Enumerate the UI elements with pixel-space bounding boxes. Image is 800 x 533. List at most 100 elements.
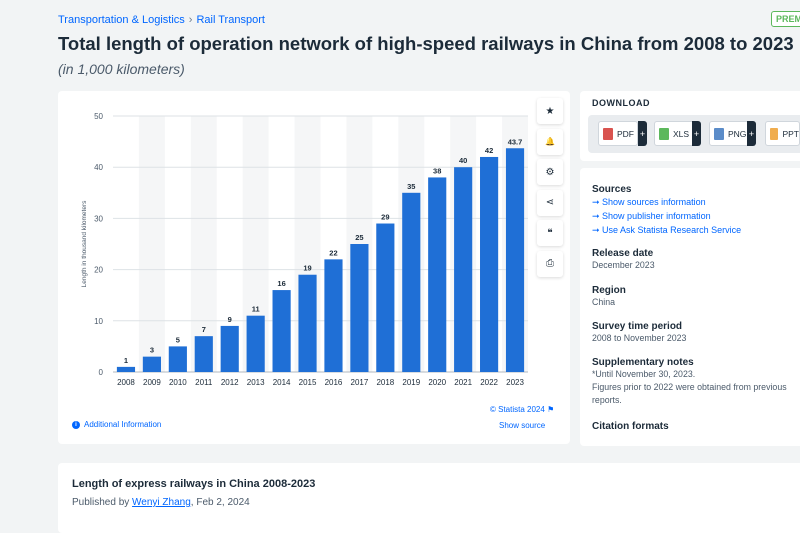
download-title: DOWNLOAD bbox=[592, 98, 650, 108]
download-png-button[interactable]: PNG bbox=[709, 121, 749, 146]
bar-2011 bbox=[194, 336, 213, 372]
notification-button[interactable]: 🔔 bbox=[537, 128, 563, 155]
show-sources-link[interactable]: ➞ Show sources information bbox=[592, 195, 800, 209]
show-publisher-link[interactable]: ➞ Show publisher information bbox=[592, 209, 800, 223]
x-tick-label: 2015 bbox=[299, 378, 317, 387]
data-label: 22 bbox=[329, 248, 337, 257]
ask-statista-link[interactable]: ➞ Use Ask Statista Research Service bbox=[592, 223, 800, 237]
download-ppt-label: PPT bbox=[782, 128, 799, 139]
author-link[interactable]: Wenyi Zhang bbox=[132, 497, 191, 508]
data-label: 40 bbox=[459, 156, 467, 165]
arrow-right-icon: ➞ bbox=[592, 225, 603, 235]
notes-line-1: *Until November 30, 2023. bbox=[592, 369, 696, 379]
share-icon: ⋖ bbox=[545, 197, 555, 209]
sources-title: Sources bbox=[592, 184, 632, 195]
page-title: Total length of operation network of hig… bbox=[58, 33, 794, 54]
arrow-right-icon: ➞ bbox=[592, 197, 603, 207]
data-label: 16 bbox=[277, 279, 285, 288]
bar-2008 bbox=[116, 366, 136, 372]
breadcrumb-rail-link[interactable]: Rail Transport bbox=[196, 14, 265, 26]
bar-2019 bbox=[402, 192, 421, 372]
flag-icon: ⚑ bbox=[547, 405, 555, 414]
bar-2013 bbox=[246, 315, 265, 372]
y-tick-label: 50 bbox=[94, 112, 103, 121]
x-tick-label: 2014 bbox=[273, 378, 291, 387]
notes-title: Supplementary notes bbox=[592, 357, 694, 368]
premium-badge[interactable]: PREMIUM bbox=[771, 11, 800, 27]
data-label: 35 bbox=[407, 182, 415, 191]
bar-2015 bbox=[298, 274, 317, 372]
ask-statista-label: Use Ask Statista Research Service bbox=[602, 225, 742, 235]
data-label: 29 bbox=[381, 213, 389, 222]
citation-section[interactable]: Citation formats bbox=[592, 421, 800, 432]
release-title: Release date bbox=[592, 248, 654, 259]
favorite-button[interactable]: ★ bbox=[537, 98, 563, 124]
cite-button[interactable]: ❝ bbox=[537, 220, 563, 247]
statista-credit[interactable]: © Statista 2024 ⚑ bbox=[490, 405, 554, 414]
xls-file-icon bbox=[659, 127, 669, 140]
breadcrumb-transportation-link[interactable]: Transportation & Logistics bbox=[58, 14, 185, 26]
y-tick-label: 20 bbox=[94, 266, 103, 275]
bar-2014 bbox=[272, 290, 291, 372]
chart-toolbar: ★ 🔔 ⚙ ⋖ ❝ ⎙ bbox=[537, 98, 563, 282]
x-tick-label: 2022 bbox=[480, 378, 498, 387]
data-label: 38 bbox=[433, 166, 441, 175]
gear-icon: ⚙ bbox=[545, 166, 555, 178]
bar-2020 bbox=[428, 177, 447, 372]
data-label: 1 bbox=[124, 356, 128, 365]
meta-card bbox=[580, 168, 800, 446]
print-icon: ⎙ bbox=[546, 258, 554, 270]
share-button[interactable]: ⋖ bbox=[537, 189, 563, 216]
breadcrumb: Transportation & Logistics › Rail Transpor… bbox=[58, 14, 265, 26]
arrow-right-icon: ➞ bbox=[592, 211, 603, 221]
bar-2018 bbox=[376, 223, 395, 372]
x-tick-label: 2023 bbox=[506, 378, 524, 387]
bell-icon: 🔔 bbox=[545, 137, 555, 147]
notes-section: Supplementary notes *Until November 30, … bbox=[592, 357, 800, 407]
y-tick-label: 40 bbox=[94, 163, 103, 172]
x-tick-label: 2010 bbox=[169, 378, 187, 387]
bar-2010 bbox=[168, 346, 187, 372]
citation-title: Citation formats bbox=[592, 421, 669, 432]
download-pdf-button[interactable]: PDF bbox=[598, 121, 638, 146]
breadcrumb-separator: › bbox=[188, 14, 193, 26]
statista-credit-text: © Statista 2024 bbox=[490, 405, 545, 414]
region-value: China bbox=[592, 297, 615, 307]
related-statistic-title[interactable]: Length of express railways in China 2008… bbox=[72, 478, 316, 490]
bar-chart: 0 10 20 30 40 50 Length in thousand kilometers… bbox=[81, 112, 528, 387]
data-label: 25 bbox=[355, 233, 363, 242]
release-section: Release date December 2023 bbox=[592, 248, 800, 272]
print-button[interactable]: ⎙ bbox=[537, 250, 563, 277]
x-tick-label: 2013 bbox=[247, 378, 265, 387]
x-tick-label: 2017 bbox=[351, 378, 369, 387]
download-xls-plus[interactable]: + bbox=[692, 121, 701, 146]
show-publisher-label: Show publisher information bbox=[602, 211, 711, 221]
download-xls-label: XLS bbox=[673, 128, 690, 139]
x-tick-label: 2009 bbox=[143, 378, 161, 387]
related-statistic-publisher: Published by Wenyi Zhang, Feb 2, 2024 bbox=[72, 497, 250, 508]
info-icon: i bbox=[72, 420, 80, 429]
show-source-link[interactable]: Show source bbox=[499, 421, 546, 430]
ppt-file-icon bbox=[770, 127, 779, 140]
settings-button[interactable]: ⚙ bbox=[537, 159, 563, 186]
data-label: 43.7 bbox=[508, 137, 523, 146]
additional-info-label: Additional Information bbox=[84, 420, 162, 429]
publish-date: , Feb 2, 2024 bbox=[190, 497, 250, 508]
star-icon: ★ bbox=[545, 105, 555, 117]
sources-section: Sources ➞ Show sources information ➞ Sho… bbox=[592, 184, 800, 237]
x-tick-label: 2012 bbox=[221, 378, 239, 387]
x-tick-label: 2019 bbox=[402, 378, 420, 387]
download-xls-button[interactable]: XLS bbox=[654, 121, 694, 146]
download-pdf-label: PDF bbox=[617, 128, 634, 139]
data-label: 3 bbox=[150, 346, 154, 355]
download-png-plus[interactable]: + bbox=[747, 121, 756, 146]
survey-section: Survey time period 2008 to November 2023 bbox=[592, 321, 800, 345]
show-sources-label: Show sources information bbox=[602, 197, 706, 207]
additional-info-link[interactable]: i Additional Information bbox=[72, 420, 161, 429]
bar-2021 bbox=[454, 167, 473, 372]
published-by-label: Published by bbox=[72, 497, 130, 508]
download-pdf-plus[interactable]: + bbox=[638, 121, 647, 146]
column-band bbox=[190, 116, 217, 372]
download-ppt-button[interactable]: PPT bbox=[765, 121, 800, 146]
x-tick-label: 2018 bbox=[376, 378, 394, 387]
